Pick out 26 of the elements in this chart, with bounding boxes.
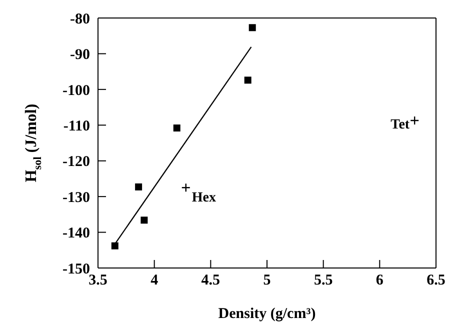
y-tick-label: -140 [62, 226, 90, 242]
point [181, 183, 190, 192]
x-tick-label: 5 [263, 272, 271, 289]
y-tick-label: -100 [62, 82, 90, 99]
x-tick-label: 3.5 [88, 272, 108, 289]
y-tick-label: -150 [62, 261, 90, 278]
point [244, 76, 252, 84]
x-tick-label: 6 [376, 272, 384, 289]
x-tick-label: 4.5 [201, 272, 220, 289]
point [111, 242, 118, 250]
point [410, 116, 420, 126]
point [173, 124, 180, 132]
y-tick-label: -90 [70, 47, 90, 64]
annotation: Hex [192, 190, 216, 206]
y-tick-label: -130 [62, 190, 90, 206]
y-tick-label: -120 [62, 154, 90, 170]
point [248, 24, 256, 32]
point [135, 183, 142, 190]
x-axis-title: Density (g/cm³) [218, 306, 316, 322]
y-tick-label: -110 [63, 118, 90, 134]
x-tick-label: 4 [150, 272, 159, 289]
y-tick-label: -80 [70, 11, 90, 28]
x-tick-label: 5.5 [314, 272, 333, 289]
annotation: Tet [390, 118, 410, 132]
x-tick-label: 6.5 [426, 272, 446, 289]
point [140, 216, 148, 224]
